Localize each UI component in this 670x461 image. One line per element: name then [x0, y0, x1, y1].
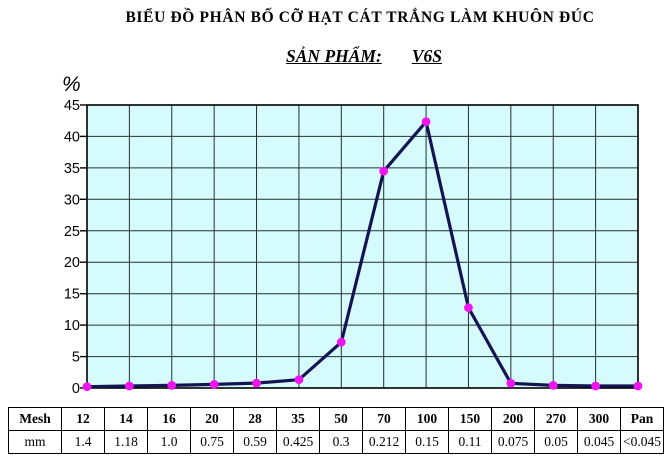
svg-text:40: 40: [64, 129, 80, 145]
svg-text:45: 45: [64, 98, 80, 114]
svg-text:35: 35: [64, 161, 80, 177]
svg-text:5: 5: [72, 350, 80, 366]
svg-text:20: 20: [64, 255, 80, 271]
svg-text:25: 25: [64, 224, 80, 240]
svg-text:30: 30: [64, 192, 80, 208]
svg-text:15: 15: [64, 287, 80, 303]
svg-text:10: 10: [64, 318, 80, 334]
svg-text:0: 0: [72, 381, 80, 397]
